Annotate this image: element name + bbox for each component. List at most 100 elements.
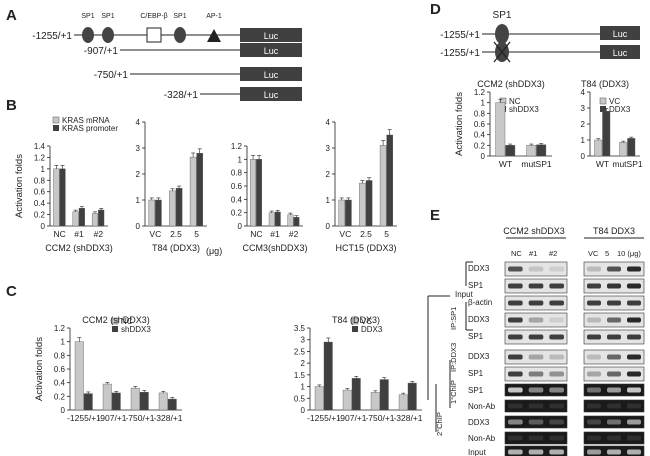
y-tick-label: 0.4 (34, 199, 46, 208)
lane-5: 5 (605, 249, 609, 258)
blot-band (549, 317, 564, 323)
bar-b4-0-1 (345, 199, 352, 227)
chart-b2: 0 1 2 3 4 VC 2.5 5 T84 (DDX3) (136, 118, 207, 253)
blot-row-7: SP1 (468, 383, 645, 397)
chart-b3: 0 0.2 0.4 0.6 0.8 1 1.2 NC #1 #2 CCM3(shDDX3) (231, 142, 308, 253)
blot-band (549, 403, 564, 409)
chart-b1: 0 0.2 0.4 0.6 0.8 1 1.2 1.4 NC #1 #2 CCM2 (shDDX3) A… (14, 142, 113, 253)
construct-328: -328/+1 (164, 90, 199, 101)
bar-b4-1-0 (359, 182, 366, 227)
chart-title: T84 (DDX3) (332, 315, 380, 325)
y-tick-label: 0.5 (294, 394, 306, 403)
blot-band (528, 334, 544, 340)
blot-band (607, 403, 621, 409)
blot-band (528, 283, 544, 289)
d-sp1-site (495, 24, 509, 44)
x-tick-label: -1255/+1 (67, 413, 101, 423)
y-tick-label: 0.6 (231, 182, 243, 191)
blot-row-label: Non-Ab (468, 402, 496, 411)
blot-row-3: DDX3 (468, 312, 645, 328)
blot-band (607, 354, 621, 360)
y-tick-label: 0 (41, 222, 46, 231)
blot-band (587, 334, 601, 340)
bar-c1-3-1 (167, 398, 177, 411)
y-tick-label: 3 (326, 144, 331, 153)
y-tick-label: 1 (41, 165, 46, 174)
group-ip-sp1: IP:SP1 (449, 307, 458, 330)
y-tick-label: 0 (238, 222, 243, 231)
blot-row-1: SP1 (468, 278, 645, 294)
bar-d2-1-0 (619, 142, 628, 157)
bar-b2-0-1 (155, 199, 162, 227)
blot-band (508, 354, 523, 360)
y-tick-label: 1 (136, 196, 141, 205)
bar-c1-1-1 (111, 392, 121, 411)
blot-band (508, 266, 523, 272)
blot-band (627, 354, 641, 360)
y-tick-label: 3 (301, 336, 306, 345)
x-tick-label: WT (499, 159, 512, 169)
bar-c1-2-1 (139, 392, 149, 411)
blot-band (549, 449, 564, 455)
blot-row-9: DDX3 (468, 415, 645, 429)
svg-text:Luc: Luc (264, 70, 279, 80)
panel-d1-legend: NC shDDX3 (499, 97, 539, 114)
blot-row-label: DDX3 (468, 418, 490, 427)
blot-band (587, 266, 601, 272)
x-tick-label: #1 (74, 229, 84, 239)
sp1-site-3 (174, 27, 186, 43)
sp1-site-2 (102, 27, 114, 43)
bar-d1-0-0 (495, 102, 506, 157)
bar-c2-2-0 (370, 392, 380, 411)
blot-strip (583, 415, 645, 429)
blot-strip (583, 431, 645, 445)
blot-band (627, 283, 641, 289)
d-construct-wt: -1255/+1 (440, 30, 480, 41)
y-tick-label: 2 (136, 170, 141, 179)
blot-band (549, 435, 564, 441)
bar-b2-2-0 (189, 156, 197, 227)
y-tick-label: 1 (301, 383, 306, 392)
legend-d2-ddx3: DDX3 (609, 105, 631, 114)
blot-band (528, 354, 544, 360)
blot-band (508, 300, 523, 306)
b2-unit: (μg) (206, 246, 222, 256)
x-tick-label: -750/+1 (365, 413, 394, 423)
y-tick-label: 1.2 (34, 153, 46, 162)
legend-c2-ddx3: DDX3 (361, 325, 383, 334)
y-tick-label: 4 (136, 118, 141, 127)
y-tick-label: 0.8 (54, 351, 66, 360)
blot-row-label: β-actin (468, 298, 492, 307)
blot-strip (504, 431, 568, 445)
y-tick-label: 0.8 (34, 176, 46, 185)
blot-band (549, 300, 564, 306)
lane-10: 10 (μg) (617, 249, 641, 258)
y-tick-label: 0.6 (54, 365, 66, 374)
bar-b4-1-1 (365, 180, 373, 227)
y-tick-label: 0.8 (474, 109, 486, 118)
x-axis-title: CCM3(shDDX3) (242, 243, 307, 253)
blot-band (549, 354, 564, 360)
d-construct-mut: -1255/+1 (440, 48, 480, 59)
blot-band (587, 300, 601, 306)
legend-d1-shddx3: shDDX3 (509, 105, 539, 114)
blot-row-label: Input (468, 448, 487, 456)
blot-band (508, 317, 523, 323)
bar-b4-2-1 (386, 134, 393, 227)
bar-c2-1-0 (342, 389, 352, 411)
x-tick-label: -750/+1 (125, 413, 154, 423)
bar-d2-1-1 (627, 138, 636, 157)
blot-band (627, 419, 641, 425)
blot-band (528, 419, 544, 425)
bar-c1-0-1 (83, 393, 93, 411)
y-tick-label: 0.4 (474, 131, 486, 140)
y-tick-label: 0.2 (231, 209, 243, 218)
cebpb-site (146, 27, 162, 43)
panel-d2-legend: VC DDX3 (599, 97, 631, 114)
y-tick-label: 0 (136, 222, 141, 231)
chart-d2: 0 1 2 3 4 WT mutSP1 T84 (DDX3) (581, 79, 643, 169)
blot-band (587, 317, 601, 323)
blot-strip (504, 261, 568, 277)
panel-d-label: D (430, 1, 441, 18)
blot-band (587, 283, 601, 289)
